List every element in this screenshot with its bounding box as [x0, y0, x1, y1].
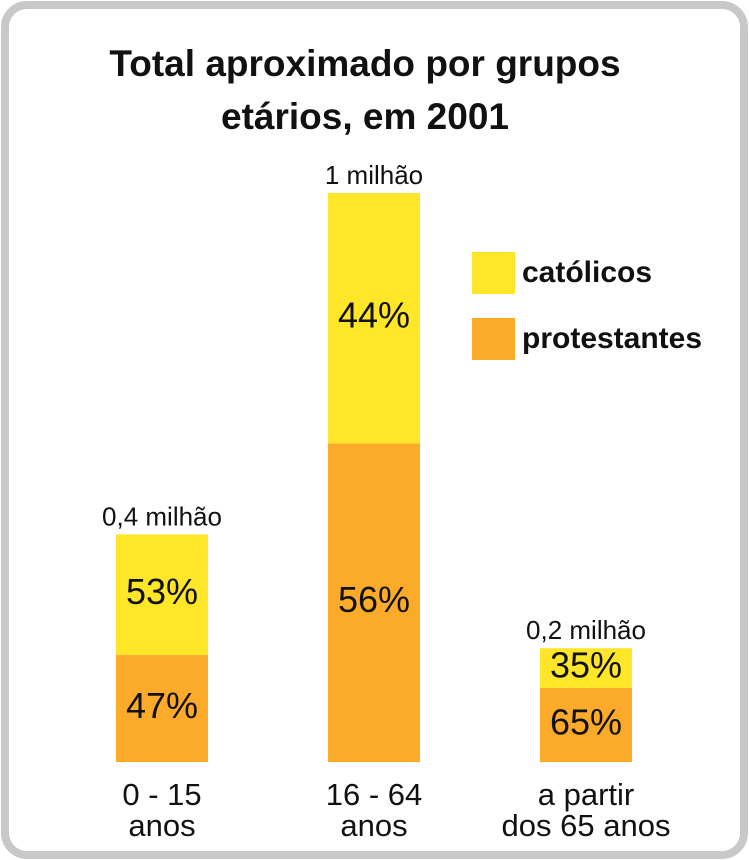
total-label: 0,4 milhão	[102, 501, 222, 531]
x-tick-label: a partir	[538, 777, 634, 812]
legend-label: protestantes	[522, 322, 702, 355]
data-label: 47%	[126, 685, 198, 726]
x-tick-label: 0 - 15	[122, 777, 201, 812]
x-tick-label: dos 65 anos	[502, 808, 671, 843]
data-label: 56%	[338, 579, 410, 620]
chart-title: Total aproximado por grupos	[109, 43, 620, 84]
total-label: 0,2 milhão	[526, 615, 646, 645]
data-label: 53%	[126, 571, 198, 612]
x-tick-label: anos	[340, 808, 407, 843]
x-tick-label: anos	[128, 808, 195, 843]
data-label: 44%	[338, 295, 410, 336]
bar-segment	[540, 648, 632, 689]
chart-title: etários, em 2001	[221, 96, 509, 137]
data-label: 65%	[550, 702, 622, 743]
legend-swatch	[472, 318, 515, 360]
data-label: 35%	[550, 645, 622, 686]
bar-segment	[540, 688, 632, 762]
bar-segment	[328, 443, 420, 762]
legend-label: católicos	[522, 256, 652, 289]
bar-segment	[116, 655, 208, 762]
bar-segment	[328, 193, 420, 444]
x-tick-label: 16 - 64	[326, 777, 423, 812]
total-label: 1 milhão	[325, 160, 423, 190]
bar-segment	[116, 534, 208, 656]
legend-swatch	[472, 252, 515, 294]
